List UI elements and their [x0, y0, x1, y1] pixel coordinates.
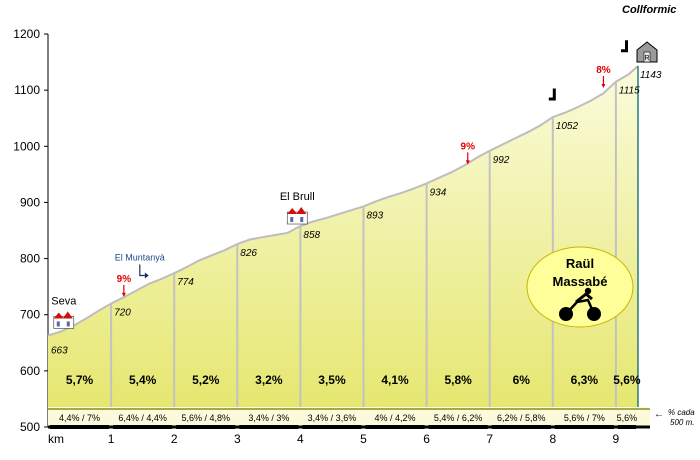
km-altitude-label: 663	[51, 345, 68, 356]
x-tick-label: 9	[613, 432, 620, 446]
x-tick-label: 8	[549, 432, 556, 446]
km-altitude-label: 934	[430, 187, 447, 198]
segment-gradient-label: 4,1%	[381, 373, 409, 387]
segment-gradient-label: 5,8%	[444, 373, 472, 387]
steep-mark-arrow	[465, 160, 470, 165]
km-divider-lines	[110, 81, 617, 427]
x-axis-label: km	[48, 432, 64, 446]
x-tick-label: 5	[360, 432, 367, 446]
author-badge: Raül Massabé	[526, 246, 634, 328]
km-altitude-label: 774	[177, 277, 194, 288]
y-ticks: 1200 1100 1000 900 800 700 600 500	[13, 27, 48, 434]
turn-arrowhead	[144, 272, 149, 279]
y-tick-label: 900	[20, 195, 40, 209]
km-altitude-label: 1052	[556, 121, 579, 132]
band-base-segment	[428, 425, 488, 429]
village-icon	[286, 207, 308, 225]
band-base-segment	[239, 425, 299, 429]
sub-gradient-label: 4% / 4,2%	[375, 413, 416, 423]
sub-gradient-label: 5,6%	[617, 413, 638, 423]
band-base-segment	[554, 425, 614, 429]
segment-labels: 5,7% 4,4% / 7% 5,4% 6,4% / 4,4% 5,2% 5,6% / 4…	[50, 373, 641, 429]
cyclist-icon	[559, 287, 601, 321]
turn-label: El Muntanyà	[115, 253, 165, 263]
steep-gradient-label: 9%	[461, 141, 476, 152]
profile-line	[47, 65, 639, 337]
sub-gradient-label: 5,6% / 4,8%	[181, 413, 230, 423]
band-base-segment	[113, 425, 173, 429]
km-note-line1: % cada	[668, 408, 695, 417]
segment-gradient-label: 5,6%	[613, 373, 641, 387]
km-altitude-label: 858	[303, 230, 320, 241]
place-label: Seva	[51, 295, 77, 307]
place-label: El Brull	[280, 191, 315, 203]
segment-gradient-label: 5,4%	[129, 373, 157, 387]
village-icon	[53, 311, 75, 329]
author-line1: Raül	[566, 256, 594, 271]
segment-gradient-label: 5,7%	[66, 373, 94, 387]
steep-mark-arrow	[601, 84, 606, 89]
x-tick-label: 2	[171, 432, 178, 446]
junction-icon	[548, 88, 556, 101]
x-tick-label: 7	[486, 432, 493, 446]
y-tick-label: 1000	[13, 139, 40, 153]
sub-gradient-label: 3,4% / 3,6%	[308, 413, 357, 423]
y-tick-label: 700	[20, 308, 40, 322]
km-altitude-label: 826	[240, 248, 257, 259]
km-altitude-label: 720	[114, 307, 131, 318]
x-tick-label: 1	[108, 432, 115, 446]
y-tick-label: 1100	[14, 83, 40, 97]
sub-gradient-label: 6,4% / 4,4%	[118, 413, 167, 423]
steep-gradient-label: 8%	[596, 65, 611, 76]
sub-gradient-band	[48, 407, 650, 427]
sub-gradient-label: 5,6% / 7%	[564, 413, 605, 423]
band-base-segment	[365, 425, 425, 429]
km-altitude-label: 893	[367, 210, 384, 221]
y-tick-label: 800	[20, 252, 40, 266]
x-tick-label: 6	[423, 432, 430, 446]
band-base-segment	[176, 425, 236, 429]
segment-gradient-label: 6%	[513, 373, 531, 387]
band-base-segment	[617, 425, 636, 429]
sub-gradient-label: 5,4% / 6,2%	[434, 413, 483, 423]
km-altitude-label: 992	[493, 155, 510, 166]
sub-gradient-label: 3,4% / 3%	[248, 413, 289, 423]
y-tick-label: 600	[20, 364, 40, 378]
km-altitude-label: 1143	[640, 70, 662, 81]
band-base-segment	[491, 425, 551, 429]
sub-gradient-label: 4,4% / 7%	[59, 413, 100, 423]
x-tick-label: 4	[297, 432, 304, 446]
km-altitude-label: 1115	[619, 86, 640, 97]
summit-refuge-icon: R	[636, 41, 658, 63]
band-base-segment	[50, 425, 110, 429]
km-note-line2: 500 m.	[670, 418, 694, 427]
segment-gradient-label: 6,3%	[571, 373, 599, 387]
band-base-segment	[302, 425, 362, 429]
y-tick-label: 500	[20, 420, 40, 434]
segment-gradient-label: 5,2%	[192, 373, 220, 387]
svg-text:R: R	[644, 55, 649, 62]
steep-gradient-label: 9%	[117, 274, 132, 285]
x-tick-label: 3	[234, 432, 241, 446]
note-arrow-icon: ←	[654, 409, 664, 420]
sub-gradient-label: 6,2% / 5,8%	[497, 413, 546, 423]
junction-icon	[621, 40, 628, 53]
y-tick-label: 1200	[13, 27, 40, 41]
turn-arrow-icon	[139, 264, 145, 277]
steep-mark-arrow	[121, 292, 126, 297]
x-ticks: 1 2 3 4 5 6 7 8 9	[108, 432, 620, 446]
author-line2: Massabé	[553, 274, 608, 289]
chart-title: Collformic	[622, 4, 676, 16]
segment-gradient-label: 3,2%	[255, 373, 283, 387]
segment-gradient-label: 3,5%	[318, 373, 346, 387]
